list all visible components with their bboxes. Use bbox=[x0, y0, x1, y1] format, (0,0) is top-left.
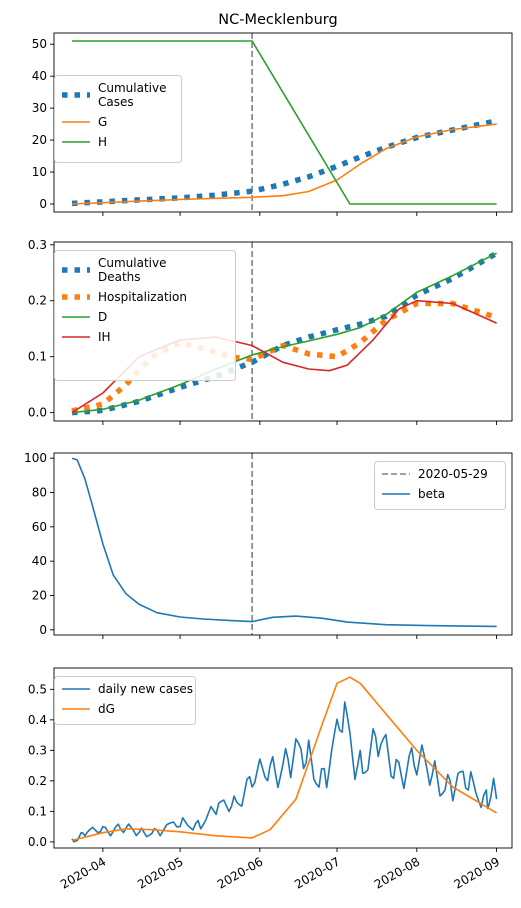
y-tick-label: 0.0 bbox=[28, 406, 47, 420]
panel-4: 0.0 0.1 0.2 0.3 0.4 0.5 daily new cases dG 2020-… bbox=[28, 667, 513, 892]
legend: 2020-05-29 beta bbox=[374, 461, 506, 510]
legend-label: G bbox=[98, 115, 107, 129]
x-tick-label: 2020-08 bbox=[372, 854, 422, 891]
legend-label: beta bbox=[418, 487, 445, 501]
y-tick-label: 100 bbox=[24, 451, 47, 465]
series-daily-new-cases bbox=[71, 701, 498, 843]
legend-label: 2020-05-29 bbox=[418, 467, 488, 481]
legend-label: Cumulative bbox=[98, 256, 167, 270]
legend-label: H bbox=[98, 135, 107, 149]
series-h bbox=[72, 40, 497, 205]
y-tick-label: 0.5 bbox=[28, 682, 47, 696]
series-dg bbox=[71, 676, 498, 842]
y-tick-label: 30 bbox=[32, 101, 47, 115]
y-tick-label: 0.0 bbox=[28, 835, 47, 849]
legend-label: IH bbox=[98, 330, 111, 344]
legend-label: dG bbox=[98, 702, 115, 716]
y-tick-label: 0.3 bbox=[28, 238, 47, 252]
y-tick-label: 0.1 bbox=[28, 350, 47, 364]
y-tick-label: 20 bbox=[32, 589, 47, 603]
legend-label: D bbox=[98, 310, 107, 324]
plot-area bbox=[71, 453, 497, 635]
y-tick-label: 0.4 bbox=[28, 713, 47, 727]
y-tick-label: 0.3 bbox=[28, 743, 47, 757]
series-cumulative-deaths bbox=[71, 250, 498, 416]
y-tick-label: 40 bbox=[32, 554, 47, 568]
y-tick-label: 0.1 bbox=[28, 804, 47, 818]
legend-label: daily new cases bbox=[98, 682, 193, 696]
y-tick-label: 0 bbox=[39, 623, 47, 637]
series-cumulative-cases bbox=[71, 118, 498, 207]
y-tick-label: 0 bbox=[39, 197, 47, 211]
legend: daily new cases dG bbox=[54, 676, 196, 725]
plot-area bbox=[71, 676, 498, 843]
x-tick-label: 2020-04 bbox=[58, 854, 108, 891]
axes-frame bbox=[53, 452, 513, 636]
legend-label: Hospitalization bbox=[98, 290, 187, 304]
y-tick-label: 60 bbox=[32, 520, 47, 534]
figure-title: NC-Mecklenburg bbox=[218, 12, 337, 28]
y-tick-label: 20 bbox=[32, 133, 47, 147]
axes-frame bbox=[53, 667, 513, 849]
y-tick-label: 10 bbox=[32, 165, 47, 179]
y-tick-label: 0.2 bbox=[28, 294, 47, 308]
series-g bbox=[71, 123, 497, 205]
y-tick-label: 80 bbox=[32, 485, 47, 499]
x-tick-label: 2020-09 bbox=[452, 854, 502, 891]
x-tick-label: 2020-05 bbox=[135, 854, 185, 891]
legend-label: Deaths bbox=[98, 270, 141, 284]
x-tick-label: 2020-07 bbox=[292, 854, 342, 891]
y-tick-label: 50 bbox=[32, 37, 47, 51]
series-beta bbox=[71, 457, 497, 628]
y-tick-label: 40 bbox=[32, 69, 47, 83]
legend-label: Cases bbox=[98, 95, 134, 109]
x-tick-label: 2020-06 bbox=[215, 854, 265, 891]
series-d bbox=[71, 252, 497, 414]
panel-3: 0 20 40 60 80 100 2020-05-29 beta bbox=[24, 451, 513, 639]
panels: 01020304050CumulativeCasesGH0.00.10.20.3… bbox=[24, 32, 513, 892]
legend-label: Cumulative bbox=[98, 81, 167, 95]
y-tick-label: 0.2 bbox=[28, 774, 47, 788]
plot-area bbox=[71, 33, 498, 212]
